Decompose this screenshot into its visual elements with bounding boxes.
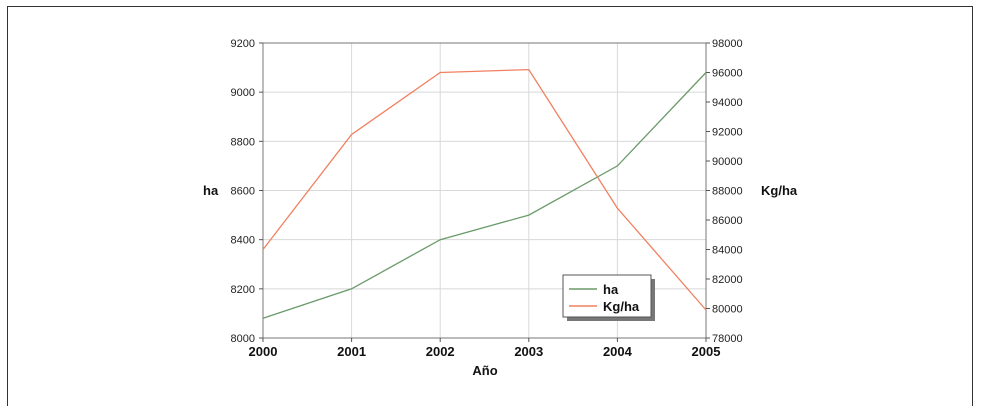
left-y-axis-label: ha — [203, 183, 219, 198]
left-tick-label: 8000 — [231, 333, 255, 345]
x-axis-label: Año — [472, 363, 497, 378]
right-tick-label: 80000 — [712, 304, 743, 316]
right-y-axis-ticks: 78000 80000 82000 84000 86000 88000 90000 92000… — [706, 38, 743, 345]
left-tick-label: 8400 — [231, 235, 255, 247]
x-tick-label: 2002 — [426, 344, 455, 359]
left-tick-label: 9000 — [231, 87, 255, 99]
x-tick-label: 2004 — [603, 344, 633, 359]
right-tick-label: 92000 — [712, 127, 743, 139]
x-axis-ticks: 2000 2001 2002 2003 2004 2005 — [249, 338, 721, 359]
left-tick-label: 8600 — [231, 186, 255, 198]
right-tick-label: 94000 — [712, 97, 743, 109]
legend: ha Kg/ha — [562, 274, 655, 321]
legend-label: Kg/ha — [603, 299, 640, 314]
left-tick-label: 9200 — [231, 38, 255, 50]
right-tick-label: 86000 — [712, 215, 743, 227]
dual-axis-line-chart: 8000 8200 8400 8600 8800 9000 9200 78000 80000 8… — [203, 38, 798, 378]
series-line-ha — [262, 72, 707, 319]
x-tick-label: 2005 — [692, 344, 721, 359]
right-tick-label: 88000 — [712, 186, 743, 198]
right-tick-label: 90000 — [712, 156, 743, 168]
left-tick-label: 8800 — [231, 136, 255, 148]
series-lines — [262, 68, 707, 319]
left-tick-label: 8200 — [231, 284, 255, 296]
axis-labels: Año ha Kg/ha — [203, 183, 798, 378]
right-tick-label: 96000 — [712, 68, 743, 80]
chart-frame — [7, 6, 973, 406]
legend-label: ha — [603, 282, 619, 297]
x-tick-label: 2000 — [249, 344, 278, 359]
left-y-axis-ticks: 8000 8200 8400 8600 8800 9000 9200 — [231, 38, 263, 345]
right-tick-label: 98000 — [712, 38, 743, 50]
x-tick-label: 2001 — [337, 344, 366, 359]
series-line-kg-ha — [262, 68, 707, 311]
right-tick-label: 78000 — [712, 333, 743, 345]
legend-box — [562, 274, 652, 318]
right-y-axis-label: Kg/ha — [761, 183, 798, 198]
right-tick-label: 82000 — [712, 274, 743, 286]
right-tick-label: 84000 — [712, 245, 743, 257]
x-tick-label: 2003 — [514, 344, 543, 359]
